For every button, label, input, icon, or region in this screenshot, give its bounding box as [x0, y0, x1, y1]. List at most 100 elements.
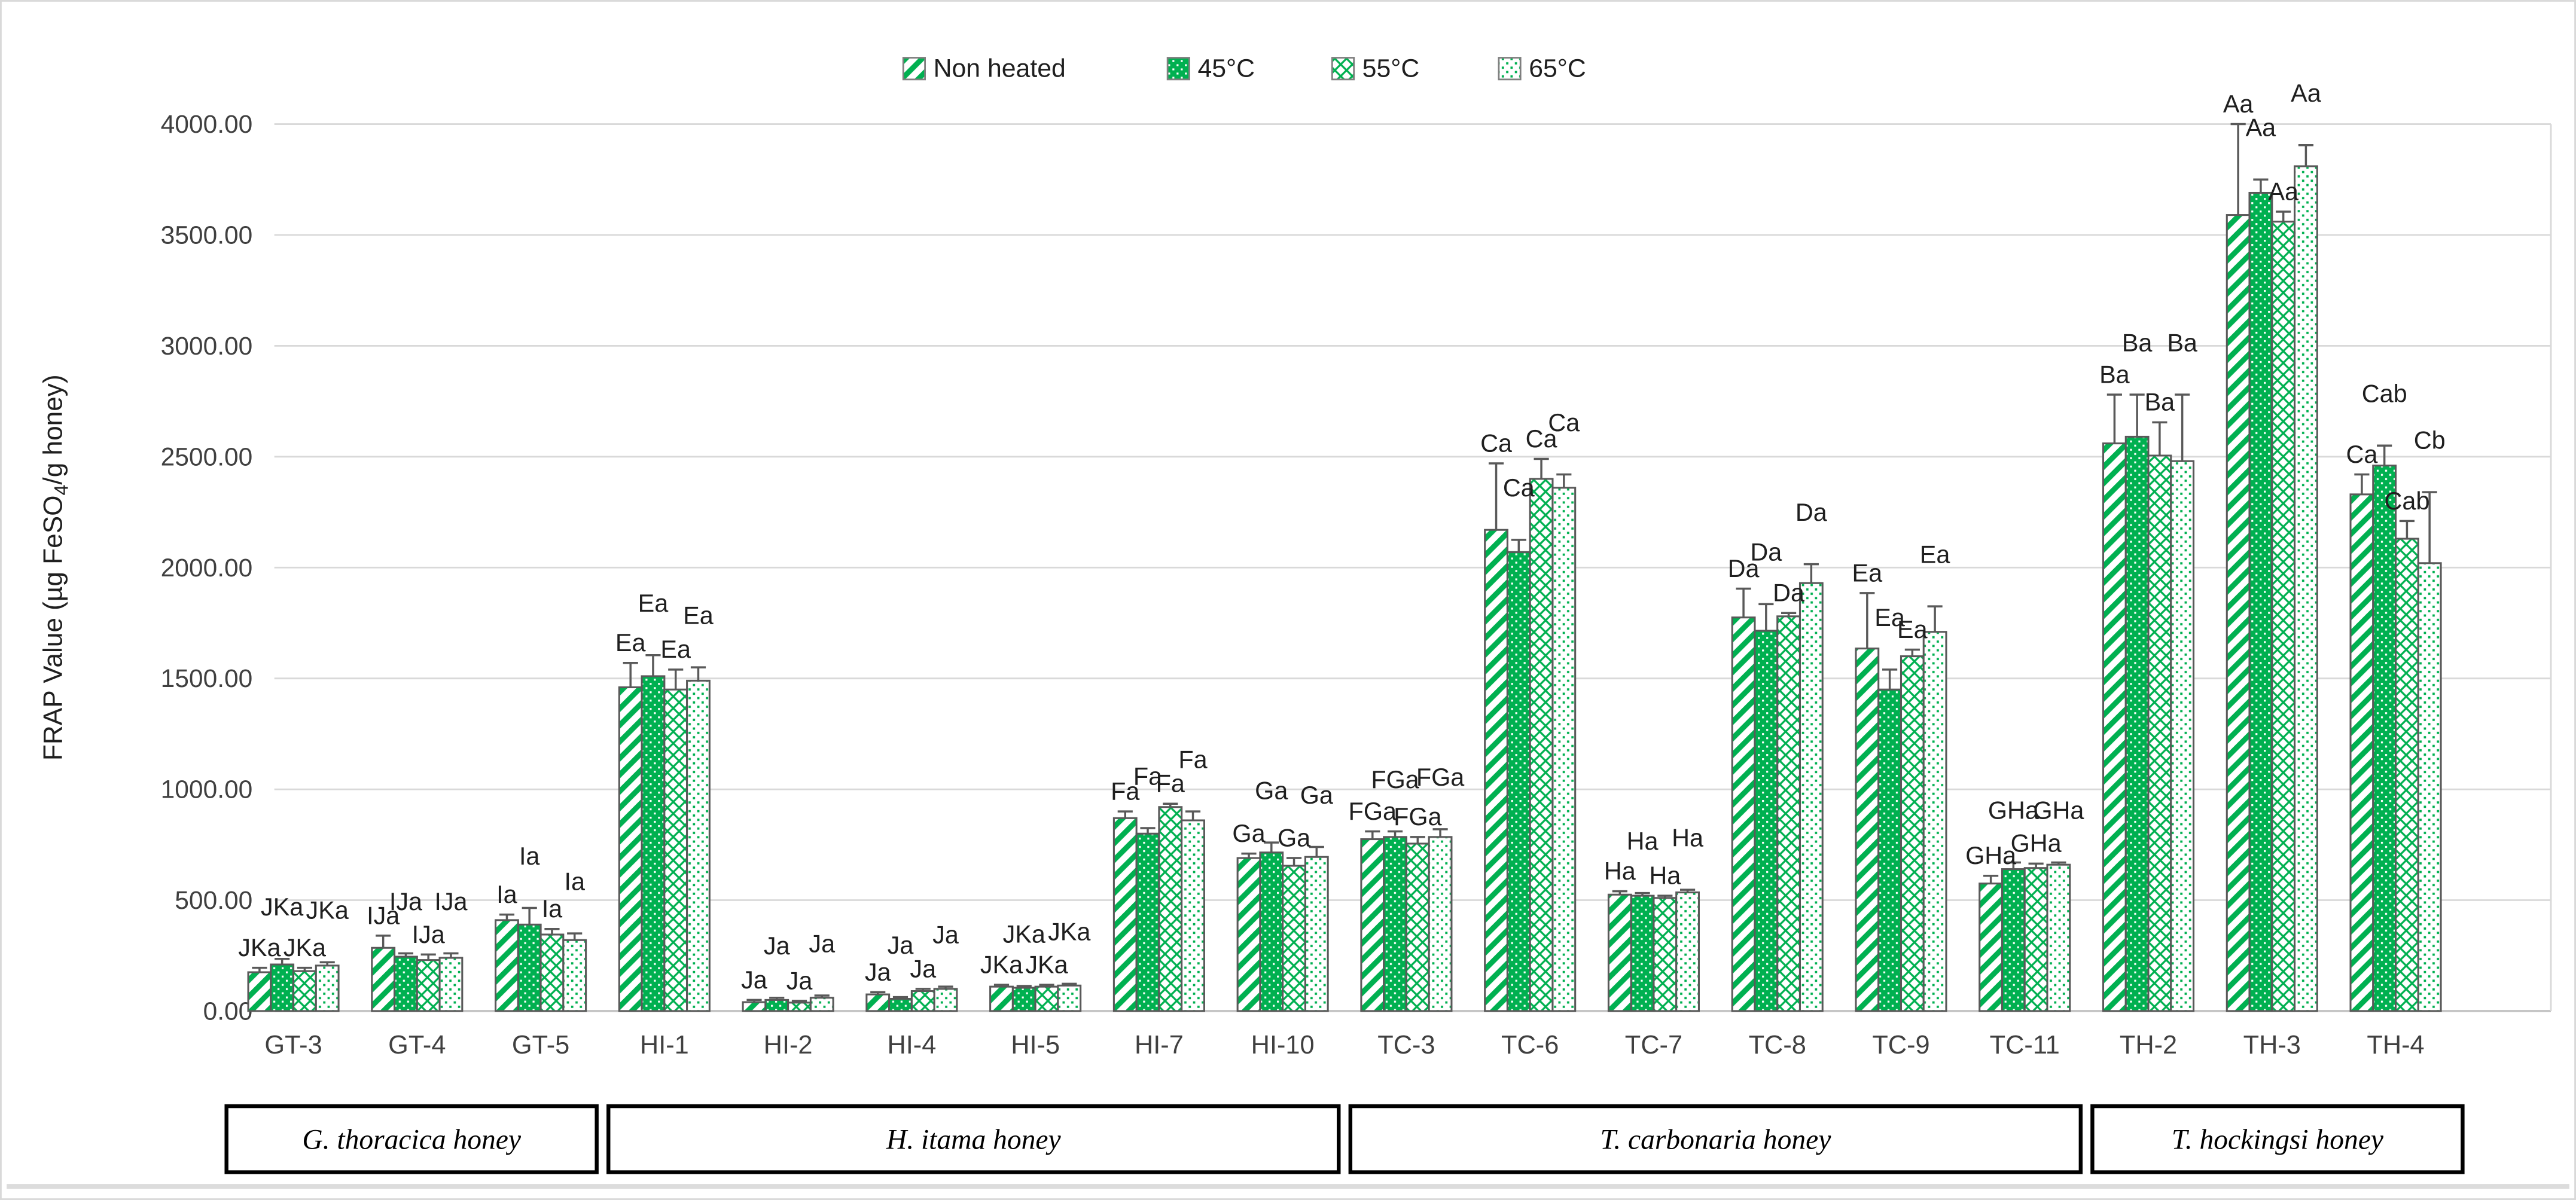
- sig-letter: Fa: [1156, 770, 1185, 798]
- sig-letter: GHa: [1965, 842, 2017, 869]
- bar-HI-10-65C: [1304, 856, 1329, 1012]
- x-tick-label: HI-1: [640, 1031, 689, 1060]
- bar-HI-4-nonheated: [865, 993, 891, 1012]
- sig-letter: Ca: [1548, 409, 1580, 436]
- sig-letter: IJa: [367, 902, 400, 929]
- sig-letter: Ea: [1874, 604, 1906, 631]
- bar-GT-4-55C: [416, 959, 441, 1012]
- sig-letter: Cab: [2362, 380, 2407, 408]
- bar-TC-7-45C: [1630, 894, 1655, 1012]
- sig-letter: FGa: [1394, 803, 1442, 831]
- sig-letter: Da: [1773, 579, 1805, 607]
- x-tick-label: GT-5: [512, 1031, 569, 1060]
- sig-letter: Ha: [1604, 857, 1636, 885]
- sig-letter: Ja: [809, 930, 836, 957]
- sig-letter: Da: [1750, 539, 1782, 566]
- group-box-label: T. carbonaria honey: [1600, 1124, 1831, 1155]
- bar-TC-3-65C: [1428, 836, 1453, 1012]
- y-tick-label: 3000.00: [161, 332, 253, 361]
- bar-TC-8-45C: [1754, 630, 1779, 1012]
- bar-TC-11-45C: [2001, 868, 2026, 1012]
- bar-HI-7-55C: [1158, 806, 1183, 1012]
- group-boxes: G. thoracica honey H. itama honey T. carbo…: [224, 1104, 2465, 1174]
- x-tick-label: TC-6: [1501, 1031, 1559, 1060]
- sig-letter: Ja: [865, 958, 892, 986]
- bar-HI-7-65C: [1181, 819, 1205, 1012]
- bar-HI-1-65C: [686, 679, 711, 1012]
- sig-letter: Fa: [1133, 762, 1163, 790]
- bar-TH-4-55C: [2394, 538, 2419, 1012]
- legend-swatch-diamond-lattice: [1331, 57, 1355, 81]
- sig-letter: Ba: [2099, 361, 2130, 388]
- bar-TH-3-65C: [2293, 165, 2318, 1012]
- sig-letter: JKa: [1048, 918, 1091, 946]
- bar-HI-4-65C: [933, 988, 958, 1012]
- sig-letter: Ja: [764, 932, 791, 960]
- bars: [247, 165, 2442, 1012]
- bar-TC-11-65C: [2046, 863, 2071, 1012]
- sig-letter: Ea: [1852, 559, 1883, 587]
- x-tick-label: HI-7: [1135, 1031, 1184, 1060]
- bar-TC-3-nonheated: [1360, 838, 1385, 1012]
- sig-letter: Ga: [1300, 781, 1334, 809]
- group-box: [2090, 1104, 2465, 1174]
- y-tick-label: 0.00: [203, 997, 253, 1025]
- sig-letter: Ca: [2346, 441, 2378, 468]
- x-tick-label: TH-4: [2367, 1031, 2424, 1060]
- y-tick-label: 1000.00: [161, 776, 253, 804]
- sig-letter: Ea: [615, 629, 647, 657]
- bar-HI-2-55C: [787, 1002, 812, 1012]
- bar-GT-3-65C: [315, 964, 340, 1012]
- group-box: [224, 1104, 599, 1174]
- x-tick-label: HI-2: [764, 1031, 813, 1060]
- x-tick-label: HI-4: [887, 1031, 936, 1060]
- sig-letter: Ja: [910, 955, 937, 982]
- sig-letter: Aa: [2246, 114, 2277, 142]
- sig-letter: Ca: [1480, 429, 1513, 457]
- legend-label: 65°C: [1529, 54, 1586, 83]
- sig-letter: JKa: [306, 897, 349, 924]
- sig-letter: FGa: [1371, 766, 1419, 793]
- bar-TC-7-65C: [1675, 891, 1700, 1012]
- bar-TH-3-55C: [2271, 221, 2296, 1012]
- sig-letter: Ba: [2167, 329, 2198, 356]
- figure-bottom-band: [7, 1184, 2569, 1189]
- legend-item: Non heated: [902, 54, 1066, 83]
- bar-TH-2-nonheated: [2102, 442, 2127, 1012]
- bar-TC-9-nonheated: [1855, 648, 1880, 1012]
- legend-swatch-diagonal-stripe: [902, 57, 926, 81]
- sig-letter: Cab: [2384, 487, 2429, 515]
- sig-letter: Fa: [1111, 778, 1140, 805]
- legend-label: Non heated: [934, 54, 1066, 83]
- bar-GT-5-65C: [562, 939, 587, 1012]
- sig-letter: Aa: [2291, 80, 2322, 107]
- bar-HI-1-55C: [663, 688, 688, 1012]
- sig-letter: Ea: [1897, 616, 1928, 643]
- bar-GT-4-65C: [438, 957, 464, 1012]
- bar-GT-5-45C: [517, 923, 542, 1012]
- error-bars: [252, 123, 2437, 1003]
- sig-letter: IJa: [389, 888, 423, 915]
- sig-letter: Ca: [1526, 425, 1558, 453]
- sig-letter: Ba: [2122, 329, 2153, 356]
- bar-TC-9-65C: [1922, 631, 1947, 1012]
- y-tick-label: 3500.00: [161, 222, 253, 250]
- sig-letter: Cb: [2414, 426, 2446, 454]
- y-tick-label: 500.00: [175, 887, 252, 915]
- sig-letter: GHa: [2011, 830, 2062, 857]
- bar-HI-2-45C: [764, 999, 789, 1012]
- x-tick-label: TC-3: [1377, 1031, 1435, 1060]
- sig-letter: Da: [1795, 499, 1828, 526]
- y-tick-label: 2000.00: [161, 554, 253, 582]
- sig-letter: GHa: [1988, 797, 2040, 825]
- bar-TH-2-45C: [2124, 435, 2150, 1012]
- legend: Non heated 45°C 55°C 65°C: [902, 54, 1586, 83]
- sig-letter: Ca: [1503, 474, 1535, 502]
- bar-TH-3-45C: [2248, 191, 2273, 1012]
- bar-TC-11-nonheated: [1979, 883, 2004, 1012]
- y-tick-label: 2500.00: [161, 443, 253, 471]
- bar-HI-5-45C: [1011, 987, 1037, 1012]
- sig-letter: FGa: [1416, 764, 1465, 791]
